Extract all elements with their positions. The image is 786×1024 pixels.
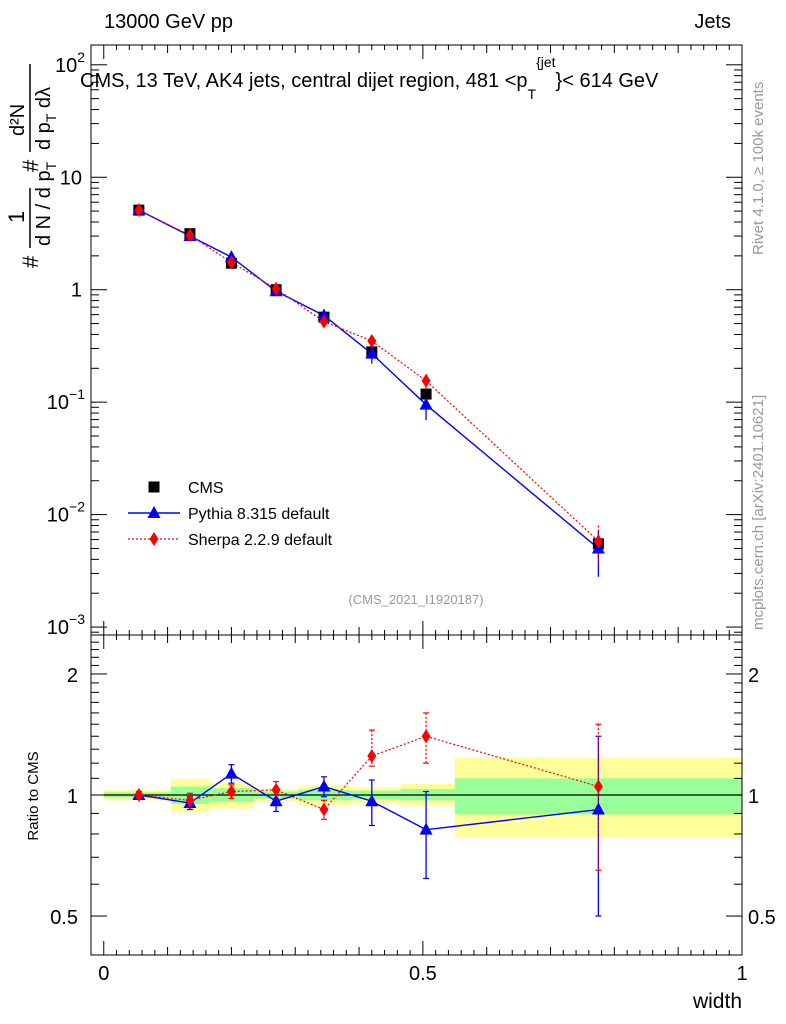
ratio-y-tick-label: 0.5 [50, 907, 78, 929]
ratio-y-tick-label: 1 [67, 786, 78, 808]
ratio-pythia-point [269, 794, 283, 807]
main-y-tick-label: 10−3 [47, 611, 85, 639]
svg-text:d N / d pT: d N / d pT [33, 161, 59, 246]
sherpa-point [593, 534, 603, 549]
x-tick-label: 1 [736, 963, 747, 985]
x-tick-label: 0.5 [409, 963, 437, 985]
ratio-pythia-point [591, 802, 605, 815]
main-y-tick-label: 10−1 [47, 386, 85, 414]
x-tick-label: 0 [98, 963, 109, 985]
ratio-pythia-point [224, 766, 238, 779]
ratio-sherpa-point [185, 793, 195, 808]
legend-entry: CMS [188, 480, 224, 497]
ratio-sherpa-point [319, 802, 329, 817]
ratio-pythia-line [138, 772, 599, 831]
svg-text:#: # [18, 255, 43, 268]
cms-point [420, 388, 432, 400]
beam-label: 13000 GeV pp [104, 11, 233, 33]
ratio-sherpa-point [226, 784, 236, 799]
svg-text:1: 1 [4, 211, 29, 223]
svg-text:#: # [18, 159, 43, 172]
sherpa-point [134, 203, 144, 218]
sherpa-point [185, 228, 195, 243]
svg-text:d²N: d²N [7, 104, 29, 136]
ratio-y-tick-label-right: 2 [748, 665, 759, 687]
legend-sherpa-marker [149, 532, 159, 546]
ratio-sherpa-point [134, 788, 144, 802]
ratio-y-tick-label: 2 [67, 665, 78, 687]
pythia-point [365, 346, 379, 359]
main-y-tick-label: 1 [71, 280, 82, 302]
main-y-tick-label: 10−2 [47, 499, 85, 527]
analysis-watermark: (CMS_2021_I1920187) [348, 592, 483, 607]
legend: CMS Pythia 8.315 default Sherpa 2.2.9 defa… [128, 480, 333, 549]
plot-title: CMS, 13 TeV, AK4 jets, central dijet reg… [80, 54, 659, 102]
pythia-point [317, 308, 331, 321]
pythia-point [419, 397, 433, 410]
main-y-axis-label: # 1 d N / d pT # d²N d pT dλ [4, 64, 59, 268]
legend-cms-marker [148, 481, 160, 493]
rivet-side-label: Rivet 4.1.0, ≥ 100k events [750, 82, 767, 255]
main-plot: 10−3 10−2 10−1 1 10 102 (CMS_2021_I1920187) CMS… [47, 44, 743, 639]
ratio-sherpa-line [138, 735, 599, 811]
sherpa-point [226, 255, 236, 270]
ratio-sherpa-point [271, 782, 281, 797]
mcplots-side-label: mcplots.cern.ch [arXiv:2401.10621] [750, 395, 767, 630]
ratio-y-axis-label: Ratio to CMS [25, 751, 42, 840]
ratio-y-tick-label-right: 1 [748, 786, 759, 808]
ratio-pythia-point [365, 794, 379, 807]
ratio-sherpa-point [593, 779, 603, 794]
ratio-plot: 0.5 0.5 1 1 2 2 0 0.5 1 [50, 634, 776, 985]
ratio-sherpa-point [367, 749, 377, 764]
ratio-pythia-point [419, 822, 433, 835]
category-label: Jets [694, 11, 731, 33]
main-y-tick-label: 10 [60, 167, 82, 189]
pythia-line [138, 209, 599, 549]
main-y-tick-label: 102 [55, 49, 85, 77]
legend-entry: Sherpa 2.2.9 default [188, 532, 333, 549]
ratio-y-tick-label-right: 0.5 [748, 907, 776, 929]
sherpa-point [421, 373, 431, 388]
ratio-pythia-point [317, 779, 331, 792]
sherpa-point [367, 333, 377, 348]
sherpa-point [319, 314, 329, 329]
ratio-sherpa-point [421, 729, 431, 744]
legend-entry: Pythia 8.315 default [188, 506, 330, 523]
svg-text:d pT dλ: d pT dλ [33, 87, 59, 150]
x-axis-label: width [692, 990, 742, 1013]
legend-pythia-marker [147, 506, 161, 518]
sherpa-line [138, 209, 599, 542]
sherpa-point [271, 281, 281, 296]
